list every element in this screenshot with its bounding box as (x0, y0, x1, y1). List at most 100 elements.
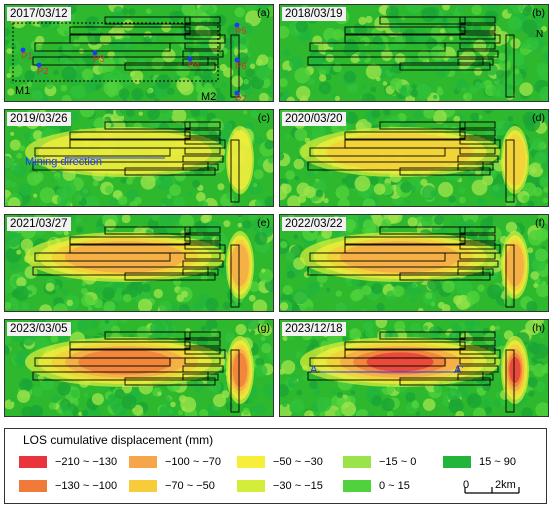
subsidence-zone (64, 241, 186, 273)
texture-blob (267, 156, 273, 164)
texture-blob (335, 185, 350, 200)
texture-blob (535, 402, 548, 416)
texture-blob (464, 321, 470, 327)
texture-blob (173, 196, 185, 206)
texture-blob (394, 53, 406, 64)
texture-blob (392, 35, 407, 50)
mining-panel (104, 331, 191, 340)
mining-panel (459, 234, 496, 242)
texture-blob (280, 78, 288, 88)
texture-blob (361, 84, 367, 90)
texture-blob (527, 364, 534, 371)
texture-blob (147, 110, 160, 120)
legend: LOS cumulative displacement (mm) −210 ~ … (4, 428, 547, 504)
legend-label: −50 ~ −30 (273, 456, 323, 468)
monitor-point-label: P5 (235, 26, 247, 37)
texture-blob (234, 7, 245, 18)
texture-blob (166, 87, 175, 96)
texture-blob (113, 6, 123, 16)
mining-panel (459, 252, 496, 260)
texture-blob (225, 402, 234, 411)
texture-blob (22, 379, 33, 390)
texture-blob (303, 186, 316, 199)
texture-blob (532, 343, 548, 359)
texture-blob (449, 36, 454, 41)
mining-panel (124, 377, 216, 386)
texture-blob (255, 357, 265, 367)
texture-blob (249, 63, 256, 70)
mining-panel (344, 236, 466, 245)
texture-blob (59, 56, 70, 67)
texture-blob (457, 5, 465, 13)
texture-blob (91, 74, 101, 83)
legend-swatch (19, 456, 47, 468)
texture-blob (50, 334, 59, 343)
texture-blob (221, 82, 228, 89)
mining-panel (457, 373, 494, 381)
monitor-point (187, 56, 193, 62)
scale-end: 2km (495, 479, 516, 491)
displacement-map (280, 5, 548, 101)
texture-blob (456, 54, 472, 70)
texture-blob (247, 180, 262, 195)
mining-panel (505, 139, 515, 203)
texture-blob (169, 10, 181, 22)
panel-label: (d) (532, 112, 545, 124)
texture-blob (539, 334, 545, 339)
texture-blob (281, 91, 290, 100)
texture-blob (484, 110, 493, 115)
texture-blob (103, 400, 110, 407)
texture-blob (370, 86, 377, 93)
texture-blob (20, 238, 34, 251)
texture-blob (315, 189, 324, 198)
texture-blob (257, 54, 269, 66)
texture-blob (385, 5, 399, 19)
mining-panel (457, 260, 499, 268)
texture-blob (205, 320, 218, 331)
texture-blob (381, 397, 395, 412)
texture-blob (81, 281, 87, 287)
texture-blob (482, 382, 491, 392)
mining-panel (182, 365, 224, 373)
texture-blob (146, 88, 152, 94)
texture-blob (510, 38, 521, 49)
texture-blob (131, 88, 144, 101)
texture-blob (336, 391, 344, 399)
texture-blob (313, 170, 318, 175)
texture-blob (527, 247, 534, 254)
texture-blob (541, 280, 547, 286)
panel-e: 2021/03/27 (e) (4, 214, 274, 312)
texture-blob (16, 276, 27, 288)
texture-blob (495, 75, 505, 85)
mining-panel (307, 161, 484, 171)
mining-panel (309, 357, 446, 367)
texture-blob (304, 410, 314, 416)
texture-blob (485, 63, 498, 76)
texture-blob (161, 403, 167, 408)
texture-blob (136, 326, 151, 340)
texture-blob (381, 49, 393, 62)
texture-blob (407, 216, 418, 227)
subsidence-zone (504, 134, 526, 186)
texture-blob (535, 21, 543, 30)
texture-blob (132, 404, 144, 416)
texture-blob (112, 53, 126, 67)
texture-blob (365, 63, 382, 80)
texture-blob (286, 96, 295, 101)
texture-blob (21, 406, 34, 416)
texture-blob (511, 52, 525, 66)
texture-blob (521, 407, 533, 416)
subsidence-zone (38, 130, 212, 174)
texture-blob (294, 175, 300, 181)
texture-blob (5, 179, 12, 188)
texture-blob (193, 75, 201, 84)
texture-blob (495, 69, 505, 79)
texture-blob (10, 397, 15, 402)
texture-blob (169, 184, 182, 197)
texture-blob (84, 81, 96, 94)
texture-blob (169, 215, 181, 223)
texture-blob (325, 73, 332, 81)
panel-label: (e) (257, 217, 270, 229)
texture-blob (280, 359, 283, 364)
texture-blob (455, 410, 465, 416)
